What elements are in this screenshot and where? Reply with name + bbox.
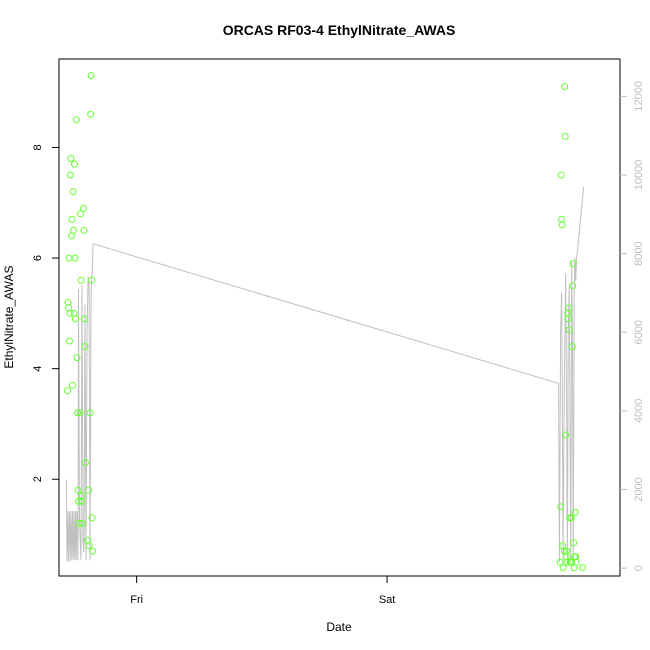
data-point — [88, 276, 96, 284]
data-point — [77, 210, 84, 218]
data-point — [89, 547, 97, 555]
data-point — [87, 72, 95, 80]
data-point — [82, 459, 89, 467]
y-tick-label: 2 — [32, 476, 44, 482]
data-point — [86, 409, 94, 417]
y2-tick-label: 2000 — [633, 477, 645, 501]
y-axis: 2 4 6 8 — [32, 144, 59, 482]
y-tick-label: 8 — [32, 144, 44, 150]
data-point — [569, 282, 577, 290]
series-line — [66, 186, 585, 563]
data-point — [73, 354, 81, 362]
data-point — [88, 514, 96, 522]
y-axis-label: EthylNitrate_AWAS — [2, 265, 16, 368]
data-point — [71, 160, 78, 168]
y2-tick-label: 8000 — [633, 241, 645, 265]
data-point — [72, 315, 79, 323]
data-point — [74, 486, 82, 494]
data-point — [570, 539, 578, 547]
data-point — [569, 260, 577, 268]
data-point — [81, 343, 89, 350]
data-point — [568, 558, 576, 566]
data-point — [77, 276, 85, 284]
y-tick-label: 6 — [32, 255, 44, 261]
data-point — [66, 309, 74, 317]
data-point — [68, 215, 76, 223]
y2-tick-label: 0 — [633, 565, 645, 571]
data-point — [568, 343, 576, 350]
data-point — [579, 564, 587, 572]
data-point — [75, 520, 83, 527]
data-point — [567, 514, 575, 522]
y2-tick-label: 12000 — [633, 81, 645, 112]
data-point — [85, 542, 93, 550]
data-point — [75, 497, 82, 505]
x-axis: Fri Sat — [130, 576, 395, 606]
data-point — [79, 520, 86, 527]
data-point — [80, 226, 88, 234]
y2-axis: 0 2000 4000 6000 8000 10000 12000 — [620, 81, 645, 571]
line-series-layer — [66, 186, 585, 563]
data-point — [85, 486, 93, 494]
y2-tick-label: 6000 — [633, 320, 645, 344]
data-point — [556, 558, 564, 566]
data-point — [564, 315, 572, 323]
data-point — [87, 110, 95, 118]
x-axis-label: Date — [326, 620, 352, 634]
y-tick-label: 4 — [32, 366, 44, 372]
data-point — [563, 558, 571, 566]
data-point — [66, 337, 73, 345]
point-series-layer — [64, 72, 587, 572]
data-point — [67, 171, 74, 179]
chart-title: ORCAS RF03-4 EthylNitrate_AWAS — [223, 22, 456, 38]
data-point — [69, 188, 77, 196]
plot-area — [58, 58, 621, 577]
data-point — [67, 155, 75, 162]
data-point — [561, 132, 569, 140]
data-point — [559, 564, 567, 572]
data-point — [557, 171, 565, 179]
data-point — [70, 226, 77, 234]
data-point — [563, 547, 571, 555]
data-point — [565, 304, 573, 312]
data-point — [561, 83, 569, 91]
data-point — [78, 492, 86, 500]
data-point — [562, 431, 570, 439]
y2-tick-label: 4000 — [633, 399, 645, 423]
data-point — [71, 254, 79, 262]
data-point — [64, 387, 71, 395]
y2-tick-label: 10000 — [633, 160, 645, 191]
data-point — [571, 508, 579, 516]
data-point — [558, 221, 566, 229]
data-point — [81, 315, 88, 323]
x-tick-label: Sat — [379, 594, 396, 606]
data-point — [565, 326, 573, 334]
data-point — [557, 503, 565, 511]
data-point — [73, 116, 80, 124]
data-point — [65, 254, 73, 262]
data-point — [69, 381, 76, 389]
data-point — [76, 409, 84, 417]
data-point — [74, 409, 81, 417]
data-point — [572, 558, 580, 566]
x-tick-label: Fri — [130, 594, 143, 606]
data-point — [80, 204, 87, 212]
